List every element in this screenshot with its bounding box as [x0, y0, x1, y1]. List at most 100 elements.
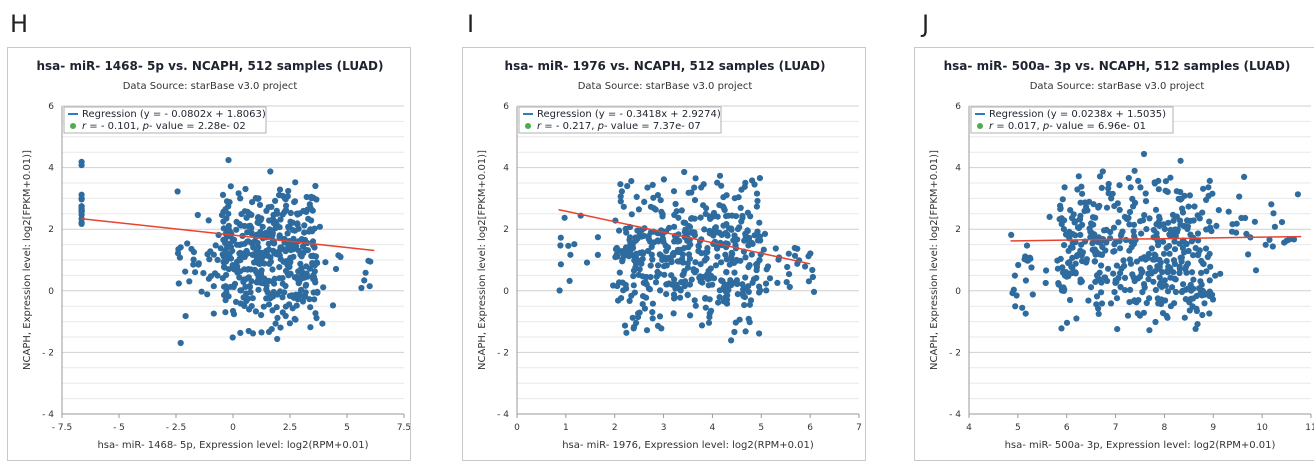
data-point: [730, 258, 737, 265]
data-point: [688, 276, 695, 283]
data-point: [775, 256, 782, 263]
data-point: [633, 250, 640, 257]
data-point: [279, 309, 286, 316]
data-point: [556, 287, 563, 294]
data-point: [741, 294, 748, 301]
data-point: [362, 269, 369, 276]
data-point: [655, 262, 662, 269]
data-point: [1163, 244, 1170, 252]
scatter-chart-j: hsa- miR- 500a- 3p vs. NCAPH, 512 sample…: [929, 59, 1314, 451]
data-point: [633, 193, 640, 200]
data-point: [296, 278, 303, 285]
data-point: [1103, 239, 1110, 246]
data-point: [623, 229, 630, 236]
data-point: [232, 298, 240, 305]
data-point: [1113, 262, 1120, 269]
data-point: [1146, 264, 1153, 271]
data-point: [1212, 272, 1219, 279]
x-tick-label: 5: [758, 423, 764, 433]
data-point: [691, 184, 698, 191]
data-point: [756, 283, 763, 290]
data-point: [662, 242, 669, 249]
data-point: [1098, 184, 1105, 191]
data-point: [1086, 198, 1093, 205]
data-point: [1158, 296, 1165, 303]
data-point: [241, 208, 248, 215]
data-point: [784, 263, 791, 271]
data-point: [294, 220, 301, 227]
data-point: [1150, 278, 1157, 285]
data-point: [761, 230, 769, 237]
x-tick-label: - 7.5: [52, 423, 72, 433]
data-point: [313, 314, 320, 322]
data-point: [186, 278, 193, 285]
data-point: [1173, 188, 1180, 195]
data-point: [236, 250, 243, 257]
data-point: [1046, 213, 1053, 220]
data-point: [212, 242, 219, 249]
data-point: [248, 230, 255, 237]
data-point: [277, 288, 284, 295]
data-point: [190, 256, 197, 263]
data-point: [735, 194, 742, 201]
data-point: [182, 268, 189, 275]
data-point: [1156, 256, 1163, 263]
data-point: [783, 279, 790, 286]
y-tick-label: 6: [48, 102, 54, 112]
data-point: [1054, 265, 1061, 272]
data-point: [1206, 277, 1213, 284]
data-point: [766, 275, 774, 282]
data-point: [358, 284, 365, 292]
data-point: [1268, 201, 1275, 208]
data-point: [647, 203, 654, 210]
data-point: [719, 203, 727, 210]
data-point: [1092, 278, 1099, 285]
legend-box: [63, 106, 267, 134]
data-point: [709, 281, 716, 288]
data-point: [270, 239, 278, 246]
data-point: [194, 211, 201, 219]
x-tick-label: 5: [344, 423, 350, 433]
data-point: [1217, 270, 1224, 277]
data-point: [238, 287, 245, 294]
data-point: [1137, 218, 1144, 225]
data-point: [285, 187, 292, 195]
data-point: [248, 224, 255, 231]
data-point: [220, 258, 227, 266]
data-point: [1078, 183, 1085, 190]
data-point: [1112, 277, 1119, 284]
data-point: [1095, 305, 1102, 312]
scatter-points: [1008, 150, 1301, 334]
data-point: [802, 263, 809, 270]
data-point: [745, 315, 752, 322]
data-point: [1110, 270, 1117, 277]
data-point: [1105, 265, 1112, 272]
data-point: [594, 234, 601, 241]
data-point: [1140, 309, 1147, 316]
data-point: [645, 233, 652, 240]
data-point: [640, 250, 647, 257]
data-point: [747, 297, 755, 304]
legend-p-symbol: p: [597, 121, 604, 132]
data-point: [207, 273, 214, 280]
data-point: [1206, 177, 1213, 184]
data-point: [272, 320, 279, 327]
data-point: [710, 209, 718, 217]
data-point: [1085, 297, 1092, 304]
data-point: [252, 308, 259, 315]
data-point: [292, 179, 299, 186]
data-point: [661, 254, 668, 261]
data-point: [632, 237, 639, 244]
data-point: [298, 236, 305, 243]
data-point: [1166, 250, 1173, 257]
data-point: [1109, 190, 1116, 197]
data-point: [649, 181, 656, 188]
data-point: [274, 314, 281, 321]
data-point: [681, 283, 688, 290]
data-point: [1198, 269, 1205, 276]
data-point: [1148, 245, 1155, 252]
data-point: [188, 245, 195, 253]
data-point: [1225, 208, 1232, 215]
data-point: [1206, 250, 1213, 257]
data-point: [729, 280, 736, 287]
